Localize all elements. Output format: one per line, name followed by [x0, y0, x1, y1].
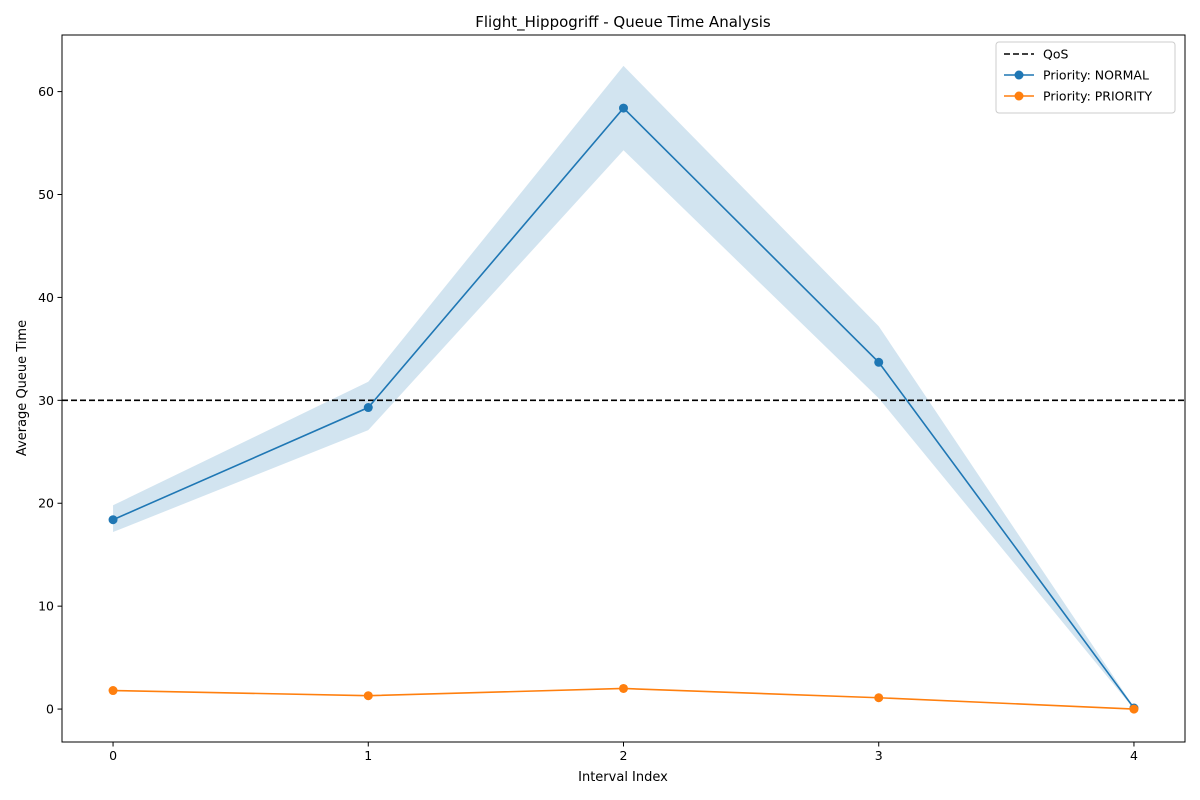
x-tick-label-0: 0 — [109, 748, 117, 763]
y-tick-label-0: 0 — [46, 702, 54, 717]
x-tick-label-1: 1 — [364, 748, 372, 763]
series-0-point-1 — [363, 403, 373, 413]
x-axis-ticks: 0 1 2 3 4 — [109, 742, 1138, 763]
series-1-point-1 — [363, 691, 373, 701]
series-1-point-0 — [108, 686, 118, 696]
x-tick-label-3: 3 — [875, 748, 883, 763]
y-tick-label-1: 10 — [38, 599, 54, 614]
y-tick-label-5: 50 — [38, 187, 54, 202]
legend-box — [995, 41, 1176, 114]
series-0-point-2 — [619, 103, 628, 113]
y-axis-ticks: 0 10 20 30 40 50 60 — [38, 84, 62, 717]
series-1-point-2 — [619, 683, 628, 693]
legend-marker-2 — [1014, 91, 1024, 101]
series-line-0 — [112, 106, 1135, 709]
x-tick-label-2: 2 — [620, 748, 628, 763]
y-tick-label-3: 30 — [38, 393, 54, 408]
y-tick-label-4: 40 — [38, 290, 54, 305]
confidence-band-layer — [113, 65, 1134, 710]
series-1-point-3 — [874, 693, 884, 703]
legend-marker-1 — [1014, 70, 1024, 80]
x-axis-title: Interval Index — [578, 770, 668, 785]
legend-label-2: Priority: PRIORITY — [1043, 89, 1153, 104]
chart-title: Flight_Hippogriff - Queue Time Analysis — [475, 13, 771, 32]
series-0-point-0 — [108, 515, 118, 525]
confidence-band-0 — [113, 65, 1134, 710]
series-0-point-3 — [874, 357, 884, 367]
series-1-point-4 — [1129, 704, 1139, 714]
legend-label-1: Priority: NORMAL — [1043, 68, 1149, 83]
y-tick-label-2: 20 — [38, 496, 54, 511]
x-tick-label-4: 4 — [1130, 748, 1138, 763]
series-layer — [108, 103, 1139, 714]
y-tick-label-6: 60 — [38, 84, 54, 99]
y-axis-title: Average Queue Time — [15, 320, 30, 456]
legend: QoS Priority: NORMAL Priority: PRIORITY — [995, 41, 1176, 114]
legend-label-0: QoS — [1043, 47, 1068, 62]
